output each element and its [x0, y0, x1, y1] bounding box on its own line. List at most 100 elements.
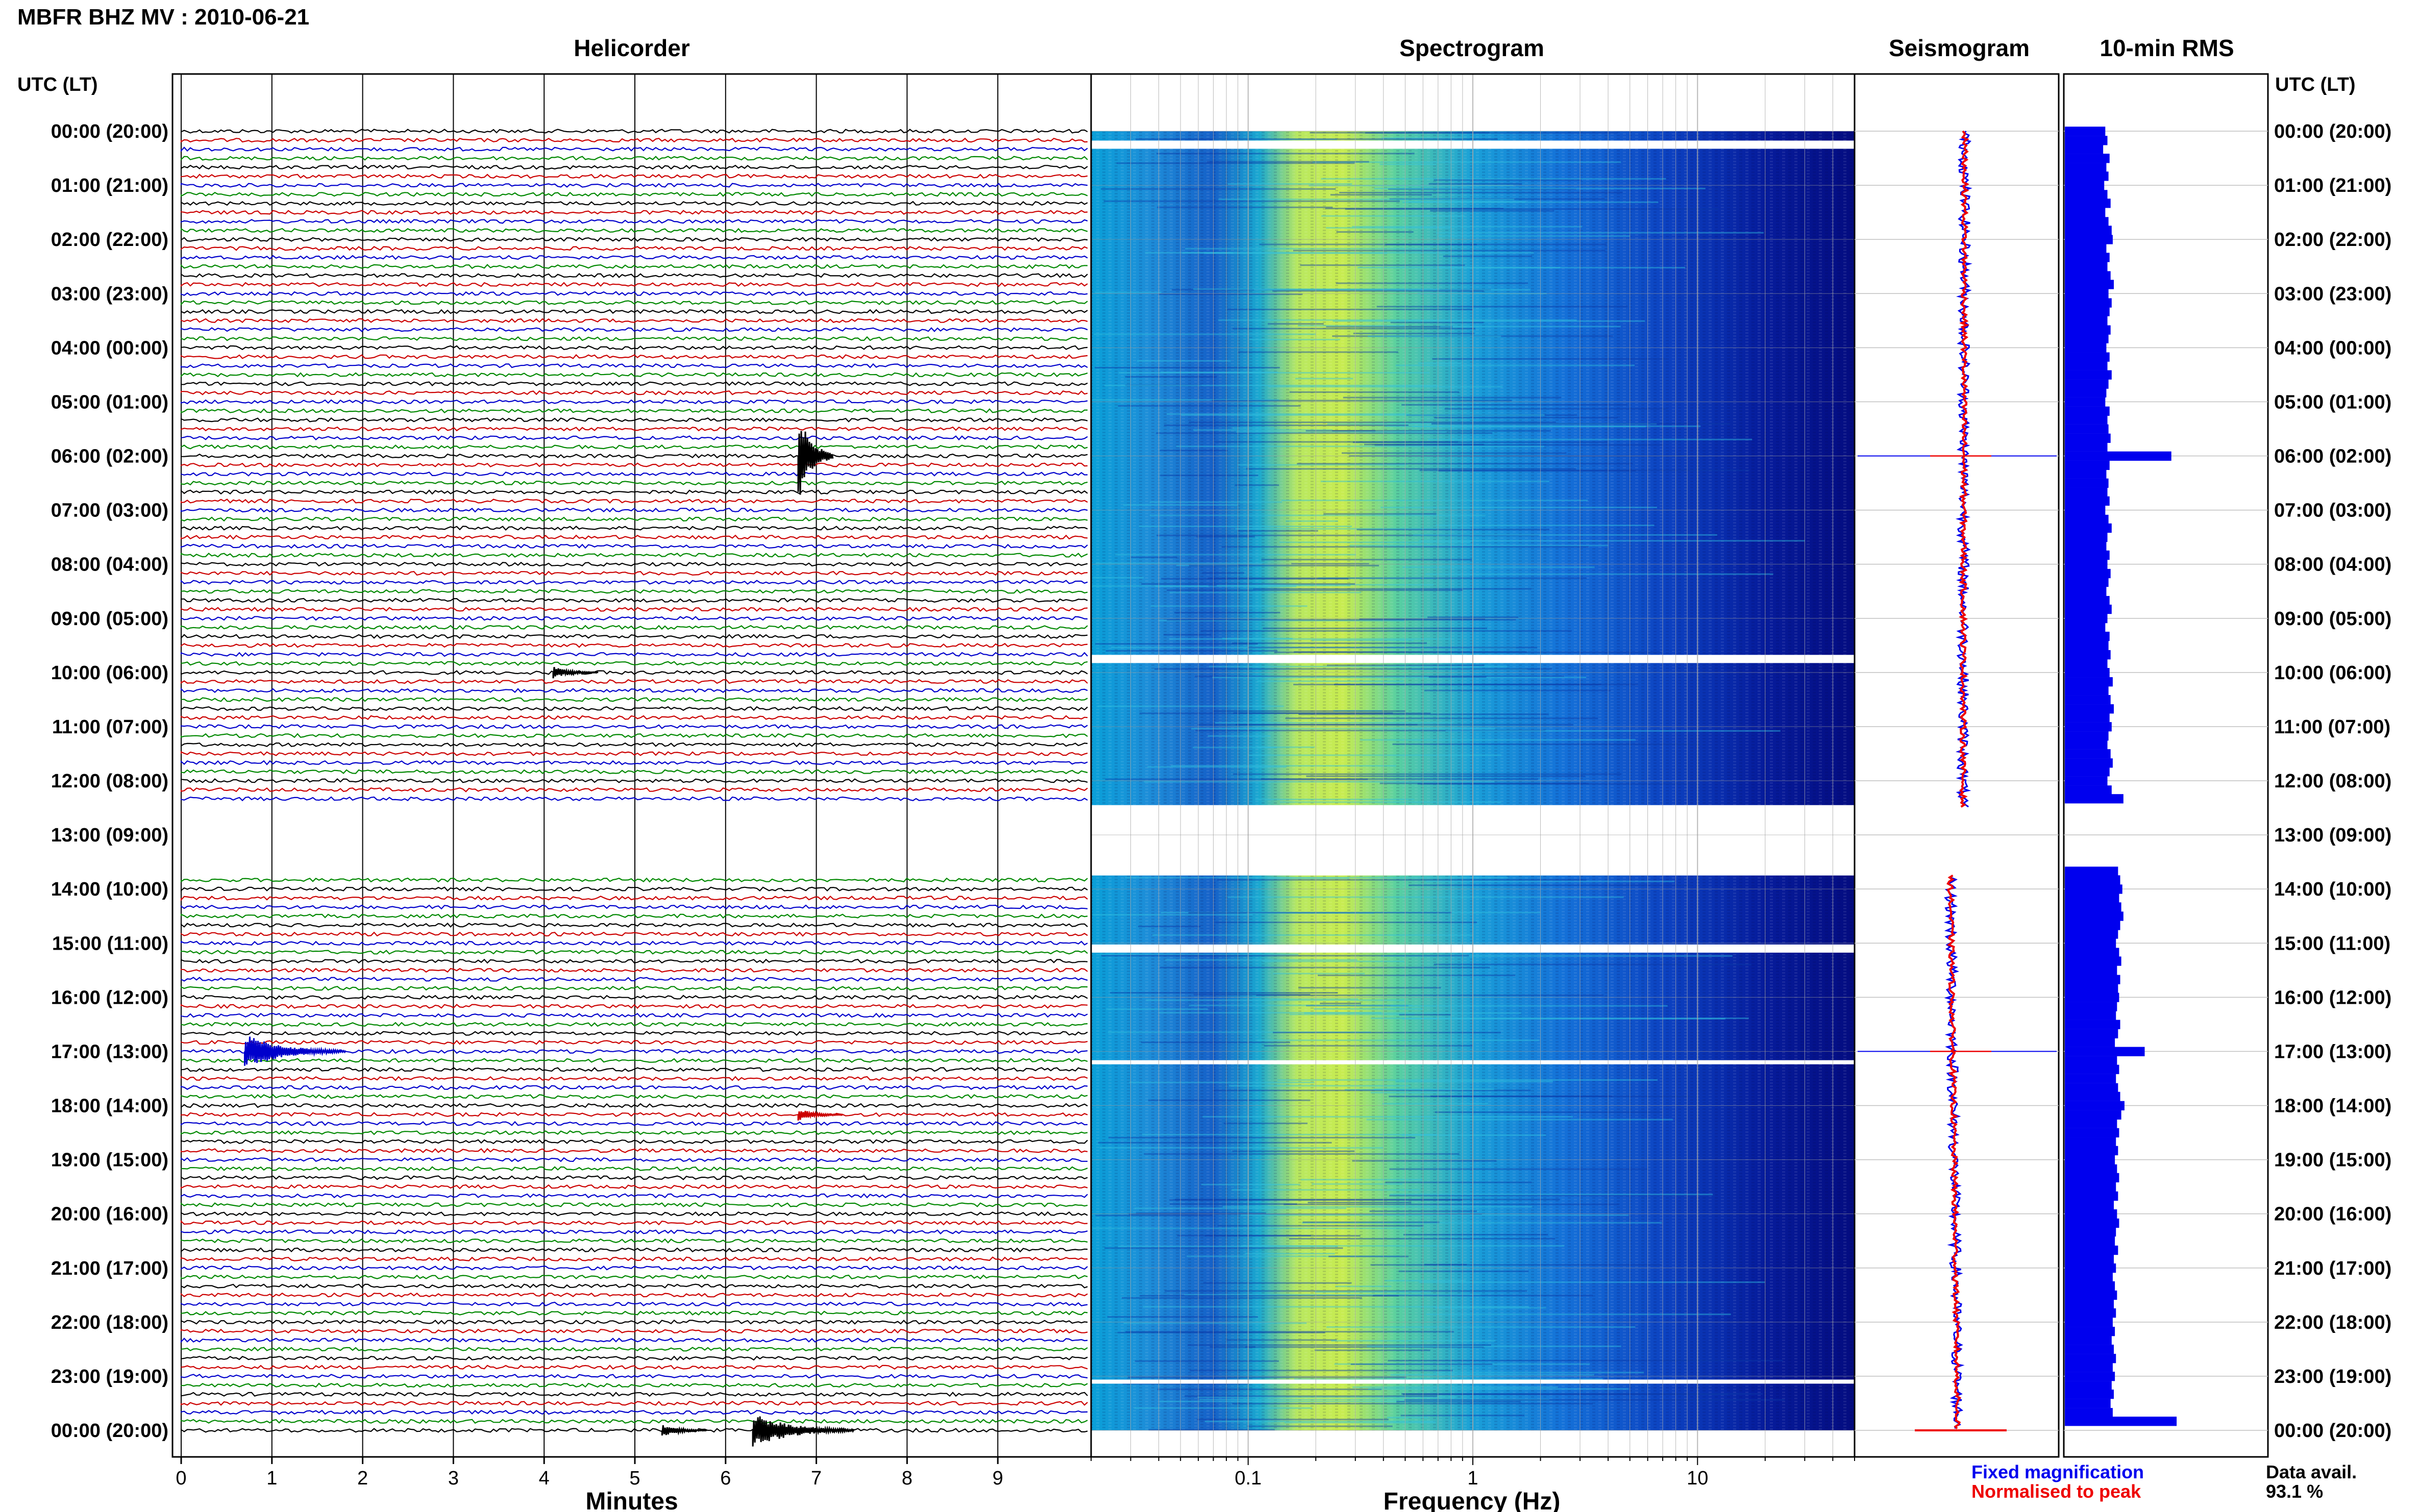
spectrogram-streak [1181, 414, 1545, 416]
helicorder-trace-row [180, 634, 1088, 639]
spectrogram-streak [1385, 425, 1701, 427]
rms-bar [2065, 938, 2116, 948]
helicorder-trace-row [180, 1247, 1088, 1253]
helicorder-trace-row [180, 499, 1088, 504]
rms-title: 10-min RMS [2100, 35, 2234, 61]
spectrogram-streak [1200, 630, 1572, 632]
helicorder-trace-row [180, 995, 1088, 1000]
spectrogram-streak [1261, 778, 1539, 780]
rms-bar [2065, 776, 2108, 786]
spectrogram-streak [1438, 235, 1631, 237]
helicorder-trace-row [180, 201, 1088, 206]
time-label-right: 07:00 (03:00) [2274, 500, 2391, 522]
time-label-left: 16:00 (12:00) [51, 987, 168, 1008]
helicorder-trace-row [180, 183, 1088, 188]
spectrogram-streak [1095, 1214, 1213, 1217]
spectrogram-streak [1197, 1419, 1389, 1421]
helicorder-trace-row [180, 697, 1088, 702]
spectrogram-streak [1305, 430, 1376, 432]
time-label-left: 15:00 (11:00) [52, 933, 168, 954]
rms-bar [2065, 1191, 2118, 1201]
helicorder-trace-row [180, 462, 1088, 467]
spectrogram-streak [1433, 1372, 1644, 1374]
helicorder-trace-row [180, 1428, 1088, 1433]
rms-bar [2065, 658, 2108, 668]
spectrogram-streak [1312, 161, 1621, 163]
spectrogram-streak [1352, 441, 1608, 443]
rms-bar [2065, 415, 2108, 425]
rms-bar [2065, 1037, 2115, 1047]
helicorder-trace-row [180, 489, 1088, 495]
helicorder-trace-row [180, 1193, 1088, 1199]
spectrogram-streak [1193, 288, 1440, 290]
spectrogram-streak [1254, 289, 1531, 291]
spectrogram-streak [1345, 208, 1719, 210]
spectrogram-streak [1188, 1344, 1491, 1346]
spectrogram-streak [1104, 384, 1439, 386]
rms-bar [2065, 136, 2108, 145]
rms-bar [2065, 253, 2110, 262]
helicorder-trace-row [180, 1012, 1088, 1018]
helicorder-trace-row [180, 904, 1088, 910]
spectrogram-streak [1193, 429, 1333, 431]
rms-bar [2065, 1092, 2120, 1101]
spectrogram-x-tick-label: 1 [1467, 1468, 1478, 1489]
spectrogram-x-label: Frequency (Hz) [1384, 1488, 1561, 1512]
rms-bar [2065, 1372, 2115, 1381]
rms-bar [2065, 568, 2111, 579]
spectrogram-streak [1352, 1386, 1558, 1388]
spectrogram-streak [1232, 427, 1275, 429]
spectrogram-streak [1294, 1378, 1603, 1380]
spectrogram-streak [1187, 1255, 1400, 1257]
spectrogram-streak [1325, 208, 1504, 210]
spectrogram-streak [1236, 431, 1447, 433]
helicorder-trace-row [180, 1419, 1088, 1424]
spectrogram-streak [1164, 424, 1409, 426]
helicorder-trace-row [180, 1274, 1088, 1280]
helicorder-trace-row [180, 1211, 1088, 1217]
helicorder-trace-row [180, 778, 1088, 783]
spectrogram-streak [1232, 642, 1427, 644]
rms-bar [2065, 758, 2113, 768]
helicorder-trace-row [180, 526, 1088, 531]
spectrogram-streak [1366, 1119, 1673, 1121]
spectrogram-streak [1209, 665, 1508, 667]
spectrogram-streak [1189, 422, 1556, 424]
helicorder-trace-row [180, 1337, 1088, 1343]
helicorder-trace-row [180, 652, 1088, 657]
spectrogram-streak [1119, 372, 1429, 374]
rms-bar [2065, 613, 2108, 624]
spectrogram-streak [1139, 712, 1431, 714]
rms-bar [2065, 686, 2109, 696]
spectrogram-streak [1418, 362, 1462, 364]
spectrogram-streak [1327, 423, 1657, 425]
spectrogram-streak [1095, 291, 1162, 293]
rms-bar [2065, 208, 2106, 217]
time-label-left: 04:00 (00:00) [51, 337, 168, 359]
spectrogram-streak [1189, 564, 1379, 566]
spectrogram-streak [1215, 722, 1453, 724]
spectrogram-streak [1291, 563, 1369, 565]
helicorder-trace-row [180, 228, 1088, 233]
spectrogram-streak [1105, 650, 1278, 652]
helicorder-trace-row [180, 1058, 1088, 1063]
rms-bar [2065, 271, 2111, 281]
time-label-left: 00:00 (20:00) [51, 1420, 168, 1442]
spectrogram-streak [1156, 432, 1493, 434]
helicorder-trace-row [180, 968, 1088, 973]
helicorder-x-tick-label: 0 [176, 1468, 186, 1489]
seismogram-title: Seismogram [1889, 35, 2030, 61]
spectrogram-streak [1326, 1326, 1636, 1328]
rms-bar [2065, 496, 2110, 506]
time-label-right: 01:00 (21:00) [2274, 175, 2391, 196]
spectrogram-streak [1195, 730, 1546, 732]
spectrogram-streak [1435, 1111, 1663, 1113]
rms-bar [2065, 1399, 2111, 1408]
helicorder-traces [180, 129, 1088, 1447]
spectrogram-streak [1295, 378, 1353, 380]
spectrogram-streak [1352, 226, 1583, 228]
spectrogram-streak [1343, 396, 1562, 399]
helicorder-trace-row [180, 1374, 1088, 1379]
spectrogram-streak [1352, 1160, 1497, 1162]
rms-panel [2063, 73, 2269, 1458]
